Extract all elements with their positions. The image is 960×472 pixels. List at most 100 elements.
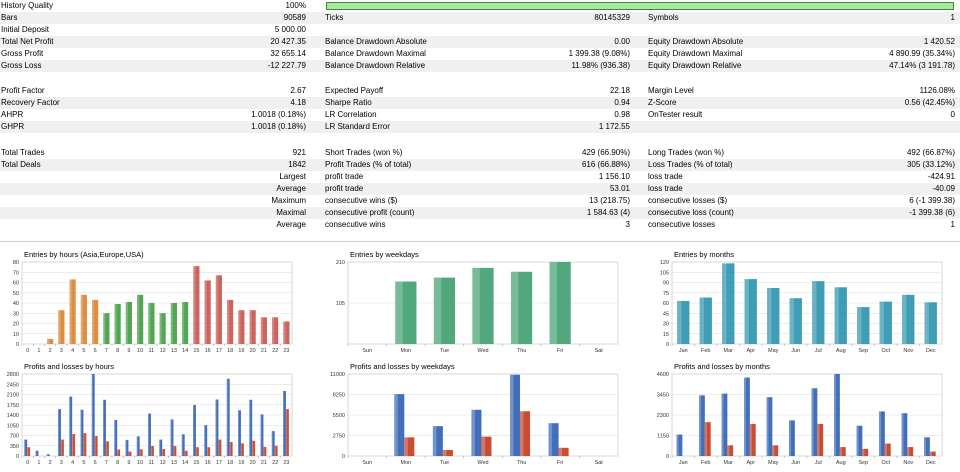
report-value: 4 890.99 (35.34%) [889,49,955,58]
profit-bar [260,414,264,456]
report-label: loss trade [648,172,683,181]
bar-highlight [159,313,162,344]
bar-highlight [749,423,752,456]
bar [92,299,99,344]
report-label: History Quality [1,1,54,10]
report-value: 1 [950,13,955,22]
x-tick-label: 17 [216,348,222,354]
x-tick-label: 6 [94,348,97,354]
loss-bar [481,436,492,456]
bar-highlight [767,287,772,344]
report-value: 305 (33.12%) [906,160,955,169]
bar-highlight [924,437,927,456]
bar [677,300,690,344]
x-tick-label: Sun [362,348,372,354]
bar-highlight [117,449,119,456]
bar-highlight [722,263,727,344]
bar-highlight [549,262,557,344]
bar [125,301,132,344]
profit-bar [238,410,241,456]
bar-highlight [772,445,775,456]
bar-highlight [80,409,82,456]
bar-highlight [226,378,228,456]
x-tick-label: 22 [272,460,278,466]
report-label: Equity Drawdown Absolute [648,37,744,46]
x-tick-label: 6 [94,460,97,466]
report-label: consecutive losses [648,220,716,229]
report-label: Gross Loss [1,61,42,70]
report-row: Maximal consecutive profit (count) 1 584.6… [0,207,960,219]
profit-bar [125,439,129,456]
profit-bar [46,454,50,456]
bar-highlight [150,446,152,456]
x-tick-label: Oct [881,348,890,354]
chart-entries-months: Entries by months 0 15 30 45 60 75 90 105 120 Jan F… [650,248,950,360]
y-tick-label: 2800 [7,372,19,378]
profit-bar [193,405,196,456]
report-value: 1.0018 (0.18%) [251,122,306,131]
bar [260,317,267,344]
bar-highlight [274,445,276,456]
bar-highlight [35,450,37,456]
x-tick-label: Sat [595,348,604,354]
bar-highlight [80,294,83,344]
report-value: 80145329 [594,13,630,22]
bar-highlight [510,271,519,344]
bar-highlight [263,446,265,456]
bar [238,310,245,344]
y-tick-label: 700 [10,434,19,440]
loss-bar [274,445,278,456]
profit-bar [148,413,151,456]
x-tick-label: 16 [205,348,211,354]
profit-bar [170,419,174,456]
profit-bar [271,431,275,456]
x-tick-label: Jun [791,348,800,354]
x-tick-label: Mon [401,460,412,466]
x-tick-label: 4 [71,348,74,354]
bar-highlight [83,433,85,456]
y-tick-label: 105 [336,301,345,307]
bar-highlight [240,443,242,456]
bar-highlight [170,303,173,344]
report-label: Total Deals [1,160,41,169]
report-row: Maximum consecutive wins ($) 13 (218.75) co… [0,195,960,207]
chart-title: Entries by weekdays [350,250,419,259]
x-tick-label: 13 [171,460,177,466]
bar-highlight [60,439,62,456]
x-tick-label: 3 [60,348,63,354]
x-tick-label: May [768,460,779,466]
chart-title: Entries by months [674,250,735,259]
report-label: Balance Drawdown Maximal [325,49,426,58]
x-tick-label: 21 [261,348,267,354]
bar [699,297,712,344]
bar-highlight [879,411,882,456]
y-tick-label: 80 [13,260,19,266]
bar-highlight [162,448,164,456]
report-value: 0 [950,110,955,119]
profit-bar [744,377,750,456]
y-tick-label: 210 [336,260,345,266]
bar-highlight [159,439,161,456]
divider [0,241,960,242]
report-value: 47.14% (3 191.78) [889,61,955,70]
bar-highlight [432,426,437,456]
bar-highlight [204,425,206,456]
x-tick-label: Sep [858,348,868,354]
report-label: LR Standard Error [325,122,390,131]
x-tick-label: 11 [149,460,155,466]
chart-pl-hours: Profits and losses by hours 0 350 700 1050 14… [0,360,300,472]
report-value: 429 (66.90%) [581,148,630,157]
bar [215,275,222,344]
bar [789,298,802,344]
report-label: consecutive profit (count) [325,208,415,217]
x-tick-label: 1 [37,348,40,354]
profit-bar [114,419,118,456]
report-value: 1 156.10 [598,172,630,181]
report-label: Equity Drawdown Maximal [648,49,743,58]
x-tick-label: Apr [746,348,755,354]
y-tick-label: 0 [342,454,345,460]
loss-bar [862,448,869,456]
bar-highlight [907,447,910,456]
report-value: 11.98% (936.38) [571,61,630,70]
